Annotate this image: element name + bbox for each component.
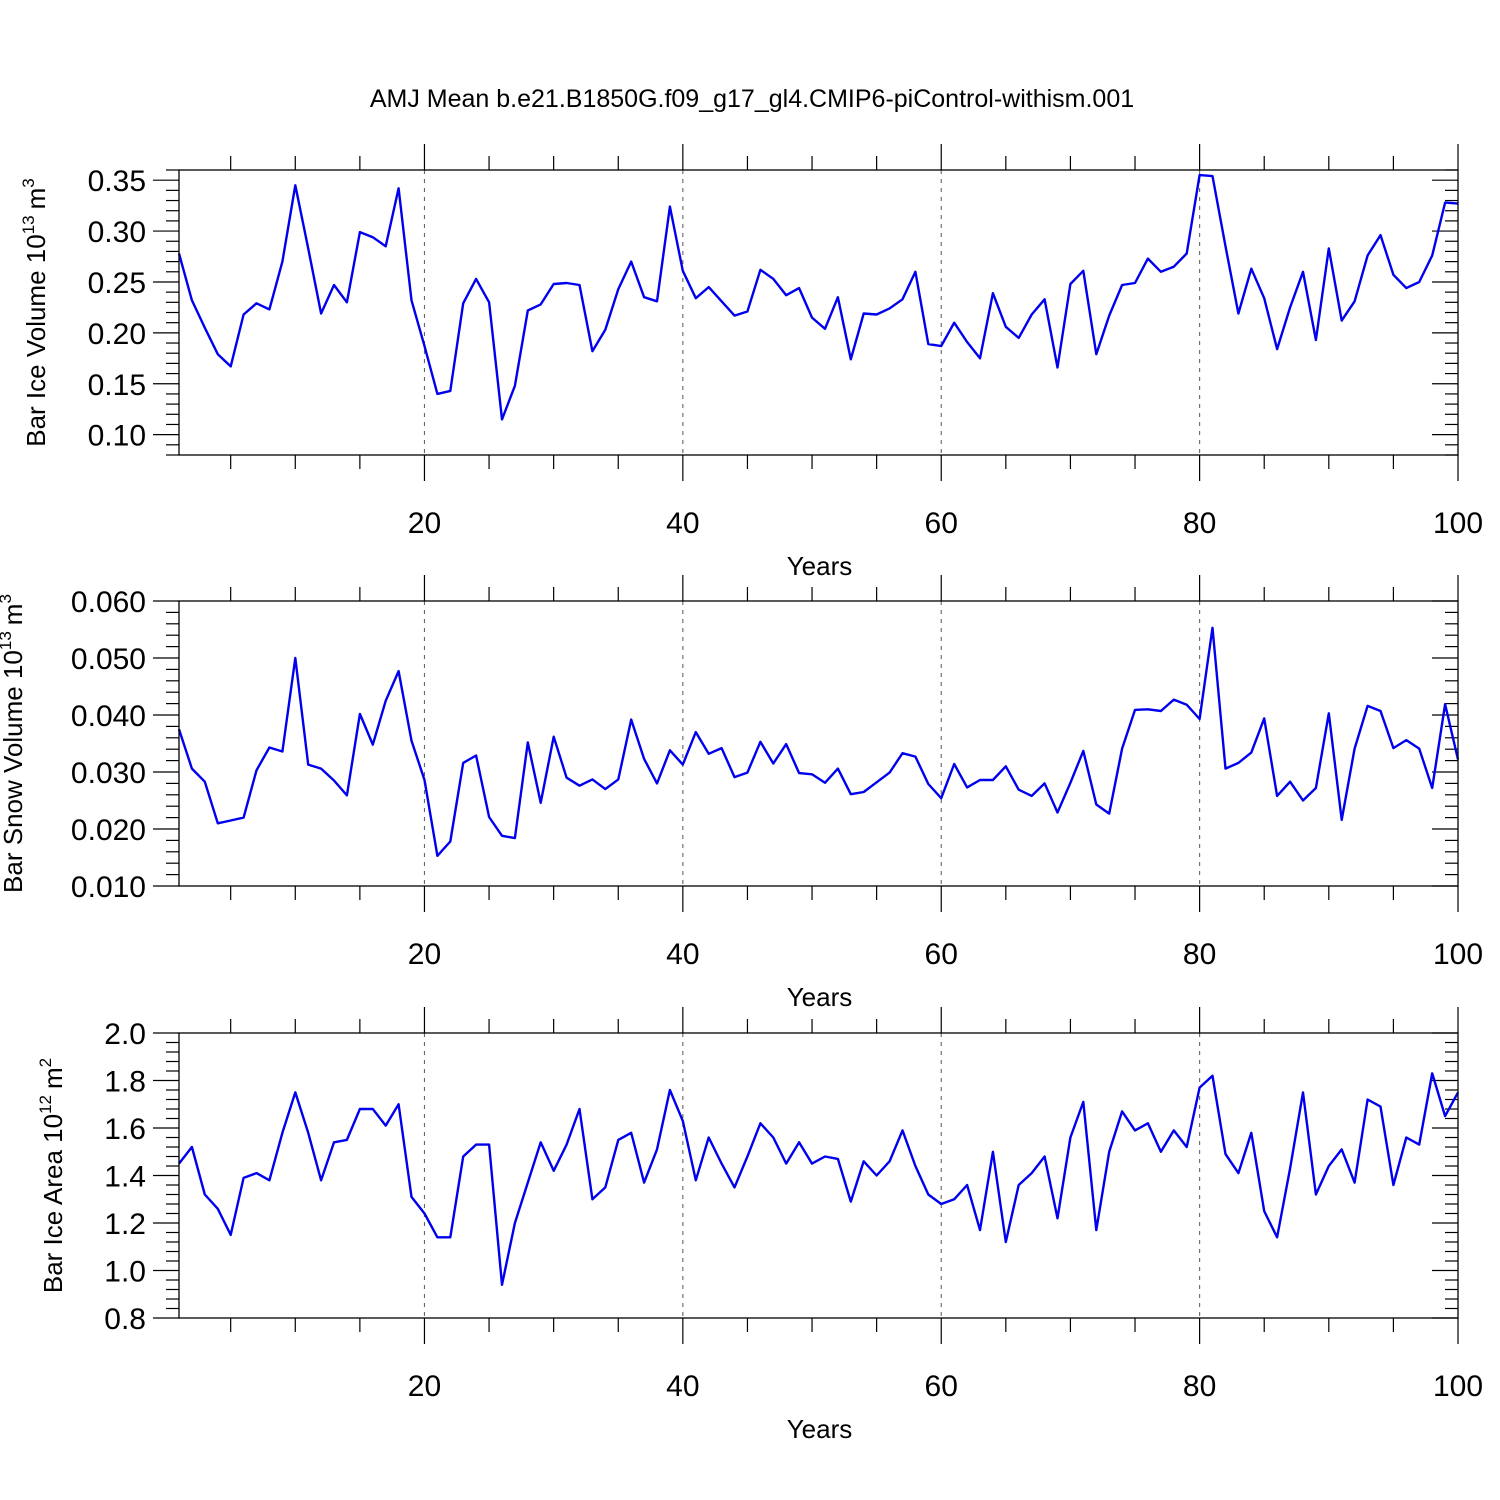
y-tick-label: 0.25 bbox=[88, 267, 146, 300]
x-tick-label: 40 bbox=[666, 1370, 699, 1403]
y-axis-label: Bar Ice Area 1012 m2 bbox=[36, 1058, 68, 1293]
y-axis-label-unit-exponent: 3 bbox=[0, 594, 15, 603]
chart-panel-1: 0.10 0.15 0.20 0.25 0.30 0.35 20 40 60 80 100 Years… bbox=[19, 144, 1483, 581]
series-line bbox=[177, 173, 1459, 421]
y-tick-label: 0.020 bbox=[71, 814, 146, 847]
y-axis-label: Bar Snow Volume 1013 m3 bbox=[0, 594, 28, 893]
x-tick-label: 100 bbox=[1433, 1370, 1483, 1403]
x-tick-label: 80 bbox=[1183, 938, 1216, 971]
y-tick-label: 0.10 bbox=[88, 420, 146, 453]
y-tick-label: 0.15 bbox=[88, 369, 146, 402]
y-tick-label: 0.30 bbox=[88, 216, 146, 249]
x-axis-label: Years bbox=[787, 982, 853, 1012]
y-tick-label: 0.040 bbox=[71, 700, 146, 733]
x-tick-label: 100 bbox=[1433, 507, 1483, 540]
y-axis-label-text: Bar Snow Volume 10 bbox=[0, 650, 28, 893]
chart-title: AMJ Mean b.e21.B1850G.f09_g17_gl4.CMIP6-… bbox=[370, 85, 1134, 113]
y-tick-label: 0.030 bbox=[71, 757, 146, 790]
x-axis-label: Years bbox=[787, 551, 853, 581]
y-tick-label: 1.6 bbox=[104, 1113, 146, 1146]
y-tick-label: 1.4 bbox=[104, 1161, 146, 1194]
x-tick-label: 20 bbox=[408, 938, 441, 971]
x-tick-label: 60 bbox=[925, 1370, 958, 1403]
y-axis-label-unit: m bbox=[21, 188, 51, 210]
y-tick-label: 0.050 bbox=[71, 643, 146, 676]
y-tick-label: 1.8 bbox=[104, 1066, 146, 1099]
y-axis-label-unit-exponent: 3 bbox=[19, 178, 38, 187]
y-tick-label: 1.0 bbox=[104, 1256, 146, 1289]
plot-frame bbox=[178, 600, 1459, 887]
y-axis-label-exponent: 12 bbox=[36, 1095, 55, 1114]
y-tick-label: 1.2 bbox=[104, 1208, 146, 1241]
y-axis-label-exponent: 13 bbox=[0, 631, 15, 650]
y-tick-label: 0.20 bbox=[88, 318, 146, 351]
y-tick-label: 0.35 bbox=[88, 165, 146, 198]
y-tick-label: 0.010 bbox=[71, 871, 146, 904]
y-tick-label: 0.8 bbox=[104, 1303, 146, 1336]
series-line bbox=[178, 1072, 1460, 1287]
y-axis-label-unit: m bbox=[0, 604, 28, 626]
x-tick-label: 40 bbox=[666, 507, 699, 540]
x-axis-label: Years bbox=[787, 1414, 853, 1444]
x-tick-label: 100 bbox=[1433, 938, 1483, 971]
x-tick-label: 80 bbox=[1183, 1370, 1216, 1403]
x-tick-label: 60 bbox=[925, 507, 958, 540]
y-axis-label-exponent: 13 bbox=[19, 215, 38, 234]
y-tick-label: 2.0 bbox=[104, 1018, 146, 1051]
y-axis-label-unit-exponent: 2 bbox=[36, 1058, 55, 1067]
x-tick-label: 20 bbox=[408, 1370, 441, 1403]
series-line bbox=[177, 626, 1460, 857]
chart-panel-3: 0.8 1.0 1.2 1.4 1.6 1.8 2.0 20 40 60 80 100 Years Bar… bbox=[36, 1007, 1483, 1444]
y-axis-label: Bar Ice Volume 1013 m3 bbox=[19, 178, 51, 447]
x-tick-label: 20 bbox=[408, 507, 441, 540]
y-axis-label-unit: m bbox=[38, 1067, 68, 1089]
plot-frame bbox=[178, 169, 1459, 456]
y-axis-label-text: Bar Ice Area 10 bbox=[38, 1114, 68, 1293]
chart-panel-2: 0.010 0.020 0.030 0.040 0.050 0.060 20 40 60 80 10… bbox=[0, 575, 1483, 1012]
x-tick-label: 60 bbox=[925, 938, 958, 971]
x-tick-label: 40 bbox=[666, 938, 699, 971]
plot-frame bbox=[178, 1032, 1459, 1319]
x-tick-label: 80 bbox=[1183, 507, 1216, 540]
y-axis-label-text: Bar Ice Volume 10 bbox=[21, 234, 51, 446]
y-tick-label: 0.060 bbox=[71, 586, 146, 619]
